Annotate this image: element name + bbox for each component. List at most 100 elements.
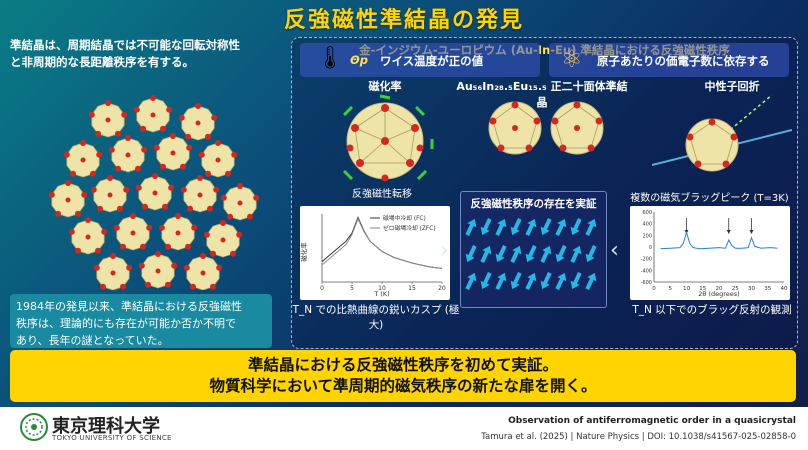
spin-arrow-icon (525, 244, 537, 263)
neutron-label: 中性子回折 (704, 80, 760, 93)
spin-arrow-icon (555, 272, 567, 291)
chart1-series-line (321, 217, 443, 269)
icosahedral-quasicrystal-illustration (488, 101, 604, 155)
susceptibility-label: 磁化率 (368, 80, 402, 93)
spin-arrow-icon (480, 245, 492, 264)
chart1-ylabel: 磁化率 (300, 242, 308, 262)
spin-arrow-icon (465, 272, 477, 291)
quasicrystal-cluster (68, 217, 108, 255)
neutron-diffraction-illustration (652, 94, 792, 172)
spin-arrow-icon (540, 245, 552, 264)
banner-line-2: 物質科学において準周期的磁気秩序の新たな扉を開く。 (209, 377, 597, 395)
history-box: 1984年の発見以来、準結晶における反強磁性 秩序は、理論的にも存在が可能か否か… (10, 294, 272, 348)
chart2-xtick-label: 35 (764, 286, 771, 292)
history-line: あり、長年の謎となっていた。 (16, 334, 169, 347)
quasicrystal-cluster (178, 103, 218, 141)
quasicrystal-cluster (108, 135, 148, 173)
quasicrystal-cluster (90, 175, 130, 213)
center-title: 反強磁性秩序の存在を実証 (470, 198, 597, 210)
spin-arrow-icon (555, 244, 567, 263)
chart2-xtick-label: 30 (748, 286, 755, 292)
chart2-caption: T_N 以下でのブラッグ反射の観測 (632, 304, 792, 316)
chart2-xlabel: 2θ (degrees) (698, 290, 739, 298)
bragg-peak-arrow-icon (749, 218, 754, 234)
legend-fc: 磁場中冷却 (FC) (383, 214, 426, 222)
quasicrystal-cluster (135, 173, 175, 211)
chart2-xtick-label: 5 (669, 286, 673, 292)
chart2-ytick-label: -600 (641, 280, 652, 286)
poster: 反強磁性準結晶の発見 準結晶は、周期結晶では不可能な回転対称性 と非周期的な長距… (0, 0, 808, 407)
banner-line-1: 準結晶における反強磁性秩序を初めて実証。 (247, 356, 558, 374)
quasicrystal-cluster (220, 183, 260, 221)
quasicrystal-cluster (133, 95, 173, 133)
quasicrystal-cluster (158, 213, 198, 251)
conclusion-banner: 準結晶における反強磁性秩序を初めて実証。 物質科学において準周期的磁気秩序の新た… (10, 350, 796, 402)
weiss-text: ワイス温度が正の値 (380, 54, 484, 68)
antiferromagnetic-order-box: 反強磁性秩序の存在を実証 (460, 191, 607, 308)
chart2-ytick-label: -200 (641, 257, 652, 263)
chart2-xtick-label: 40 (781, 286, 788, 292)
quasicrystal-cluster (203, 220, 243, 258)
chart2-xtick-label: 15 (699, 286, 706, 292)
transition-label: 反強磁性転移 (352, 189, 412, 200)
quasicrystal-label: Au₅₆In₂₈.₅Eu₁₅.₅ 正二十面体準結晶 (456, 80, 628, 109)
bragg-chart: 2θ (degrees) 0 5 10 15 20 25 30 35 40 600 400 200 0-… (630, 206, 790, 300)
history-line: 秩序は、理論的にも存在が可能か否か不明で (16, 317, 236, 330)
arrow-right-icon: › (440, 238, 449, 263)
spin-arrow-icon (585, 244, 597, 263)
weiss-temperature-chip: 🌡 Θp ワイス温度が正の値 (300, 43, 540, 77)
spin-arrow-icon (510, 217, 522, 236)
history-line: 1984年の発見以来、準結晶における反強磁性 (16, 300, 242, 313)
chart2-xtick-label: 10 (683, 286, 690, 292)
chart2-series-line (660, 230, 778, 250)
chart1-tick-label: 15 (408, 285, 416, 292)
spin-arrow-icon (510, 271, 522, 290)
quasicrystal-cluster (138, 251, 178, 289)
university-logo-text: 東京理科大学 (52, 416, 160, 437)
chart1-legend: 磁場中冷却 (FC) ゼロ磁場冷却 (ZFC) (370, 214, 436, 232)
chart2-xtick-label: 25 (732, 286, 739, 292)
intro-text: 準結晶は、周期結晶では不可能な回転対称性 と非周期的な長距離秩序を有する。 (10, 37, 270, 71)
spin-arrow-icon (495, 272, 507, 291)
quasicrystal-cluster (198, 140, 238, 178)
quasicrystal-cluster (63, 140, 103, 178)
reference-citation: Tamura et al. (2025) | Nature Physics | … (481, 432, 796, 442)
spin-arrow-icon (480, 271, 492, 290)
quasicrystal-cluster (180, 175, 220, 213)
spin-arrow-icon (510, 245, 522, 264)
spin-arrow-icon (495, 218, 507, 237)
chart1-tick-label: 5 (350, 285, 354, 292)
electron-text: 原子あたりの価電子数に依存する (597, 54, 770, 68)
chart1-tick-label: 0 (320, 285, 324, 292)
spin-arrow-icon (540, 271, 552, 290)
quasicrystal-cluster (88, 100, 128, 138)
chart1-tick-label: 20 (438, 285, 446, 292)
susceptibility-chart: 磁化率 T (K) 0 5 10 15 20 磁場中冷却 (FC) ゼロ磁場冷却 (ZF… (299, 206, 450, 300)
spin-arrays-illustration (465, 217, 597, 291)
spin-arrow-icon (465, 244, 477, 263)
susceptibility-chart-svg: 磁化率 T (K) 0 5 10 15 20 磁場中冷却 (FC) ゼロ磁場冷却 (ZF… (299, 214, 446, 298)
chart2-xtick-label: 0 (652, 286, 656, 292)
bragg-label: 複数の磁気ブラッグピーク (T=3K) (630, 193, 789, 204)
thermometer-icon: 🌡 (316, 46, 344, 71)
spin-arrow-icon (540, 217, 552, 236)
spin-arrow-icon (555, 218, 567, 237)
chart2-ytick-label: -400 (641, 268, 652, 274)
chart2-ytick-label: 0 (649, 245, 652, 251)
intro-line: と非周期的な長距離秩序を有する。 (10, 55, 194, 69)
chart1-tick-label: 10 (378, 285, 386, 292)
spin-arrow-icon (585, 272, 597, 291)
bragg-chart-svg: 2θ (degrees) 0 5 10 15 20 25 30 35 406004002000-… (641, 210, 788, 298)
page-title: 反強磁性準結晶の発見 (283, 8, 524, 33)
spin-arrow-icon (585, 218, 597, 237)
chart2-xtick-label: 20 (716, 286, 723, 292)
university-logo-icon (20, 413, 48, 441)
spin-arrow-icon (525, 218, 537, 237)
chart1-xlabel: T (K) (373, 290, 389, 298)
reference-title: Observation of antiferromagnetic order i… (508, 416, 796, 426)
chart1-caption: T_N での比熱曲線の鋭いカスプ (極大) (292, 304, 460, 331)
bragg-peak-arrow-icon (726, 218, 731, 234)
atom-icon: ⚛ (561, 45, 583, 73)
university-logo-subtitle: TOKYO UNIVERSITY OF SCIENCE (52, 434, 172, 442)
legend-zfc: ゼロ磁場冷却 (ZFC) (383, 224, 436, 232)
